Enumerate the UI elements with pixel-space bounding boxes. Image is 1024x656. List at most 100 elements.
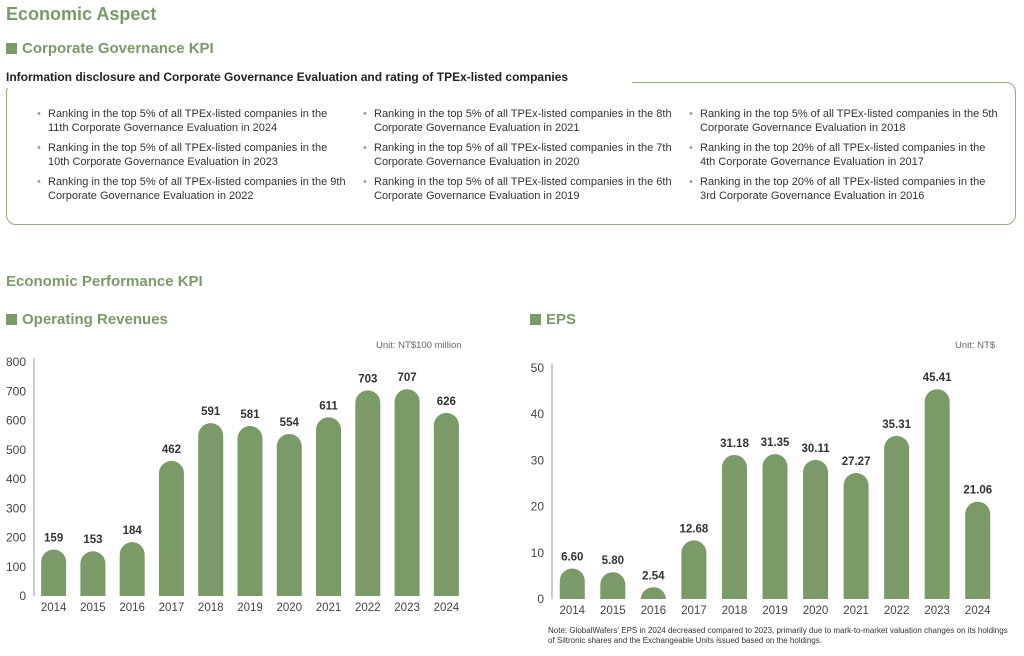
bar [681,540,707,599]
bar [965,501,991,599]
eps-chart-heading: EPS [530,311,576,328]
x-tick-label: 2021 [843,605,869,617]
x-tick-label: 2024 [434,602,460,614]
y-tick-label: 300 [6,501,26,515]
bullet-icon: • [363,142,367,154]
governance-kpi-box: • Ranking in the top 5% of all TPEx-liste… [6,82,1016,225]
bar [198,423,224,596]
governance-heading: Corporate Governance KPI [6,40,214,57]
bullet-icon: • [363,108,367,120]
list-item: • Ranking in the top 5% of all TPEx-liste… [363,142,672,168]
x-tick-label: 2019 [762,605,788,617]
page-title: Economic Aspect [6,4,157,24]
bar [721,454,747,599]
y-tick-label: 800 [6,355,26,369]
data-label: 35.31 [882,419,911,431]
y-tick-label: 40 [531,407,545,421]
x-tick-label: 2024 [965,605,991,617]
bar [158,460,184,596]
y-tick-label: 50 [531,361,545,375]
bar [600,572,626,599]
bar [762,454,788,599]
square-bullet-icon [6,43,17,54]
y-tick-label: 400 [6,472,26,486]
y-tick-label: 500 [6,443,26,457]
bar [924,389,950,599]
governance-column-3: • Ranking in the top 5% of all TPEx-liste… [687,107,1002,209]
bar [559,568,585,599]
bullet-icon: • [689,176,693,188]
data-label: 703 [358,373,377,385]
y-tick-label: 700 [6,384,26,398]
bullet-icon: • [37,176,41,188]
list-item: • Ranking in the top 5% of all TPEx-liste… [37,108,328,134]
x-tick-label: 2015 [600,605,626,617]
bar [119,542,145,596]
list-item: • Ranking in the top 20% of all TPEx-list… [689,176,986,202]
x-tick-label: 2016 [119,602,145,614]
bar [640,587,666,599]
data-label: 12.68 [680,523,709,535]
x-tick-label: 2023 [924,605,950,617]
y-tick-label: 30 [531,453,545,467]
bullet-icon: • [689,142,693,154]
x-tick-label: 2023 [394,602,420,614]
governance-column-2: • Ranking in the top 5% of all TPEx-liste… [361,107,676,209]
eps-unit-label: Unit: NT$ [955,340,996,351]
square-bullet-icon [6,314,17,325]
x-tick-label: 2017 [159,602,185,614]
x-tick-label: 2014 [41,602,67,614]
bar [803,459,829,599]
x-tick-label: 2018 [722,605,748,617]
bullet-icon: • [689,108,693,120]
bar [276,433,302,596]
data-label: 31.18 [720,438,749,450]
eps-bar-chart: 0 10 20 30 40 50 6.60 2014 5.80 2015 2.54 2016 12.68… [531,361,992,617]
bar [433,412,459,596]
x-tick-label: 2021 [316,602,342,614]
bar [884,435,910,599]
x-tick-label: 2022 [355,602,381,614]
y-tick-label: 200 [6,531,26,545]
data-label: 184 [123,525,143,537]
data-label: 30.11 [801,443,830,455]
bullet-icon: • [363,176,367,188]
data-label: 27.27 [842,456,871,468]
data-label: 5.80 [602,555,624,567]
list-item: • Ranking in the top 5% of all TPEx-liste… [37,176,346,202]
x-tick-label: 2016 [641,605,667,617]
x-tick-label: 2015 [80,602,106,614]
revenue-chart-heading: Operating Revenues [6,311,168,328]
data-label: 626 [437,396,456,408]
data-label: 611 [319,400,338,412]
x-tick-label: 2019 [237,602,263,614]
data-label: 6.60 [561,552,583,564]
bullet-icon: • [37,108,41,120]
revenue-chart-title: Operating Revenues [22,311,168,328]
data-label: 581 [240,409,260,421]
bar [355,390,381,596]
y-tick-label: 600 [6,414,26,428]
list-item: • Ranking in the top 5% of all TPEx-liste… [363,108,672,134]
bar [41,549,67,596]
eps-chart-title: EPS [546,311,577,328]
bar [394,389,420,596]
data-label: 554 [280,417,300,429]
list-item: • Ranking in the top 5% of all TPEx-liste… [689,108,998,134]
data-label: 159 [44,532,63,544]
bullet-icon: • [37,142,41,154]
revenue-unit-label: Unit: NT$100 million [376,340,462,351]
governance-subheading: Information disclosure and Corporate Gov… [6,70,569,84]
subheading-backdrop [4,66,632,88]
governance-heading-label: Corporate Governance KPI [22,40,214,57]
bar [80,551,106,596]
eps-footnote: Note: GlobalWafers' EPS in 2024 decrease… [548,626,1008,645]
y-tick-label: 100 [6,560,26,574]
list-item: • Ranking in the top 5% of all TPEx-liste… [363,176,672,202]
y-tick-label: 20 [531,500,545,514]
data-label: 31.35 [761,437,790,449]
bar [316,417,342,596]
governance-column-1: • Ranking in the top 5% of all TPEx-liste… [35,107,350,209]
data-label: 2.54 [642,570,665,582]
y-tick-label: 0 [537,592,544,606]
